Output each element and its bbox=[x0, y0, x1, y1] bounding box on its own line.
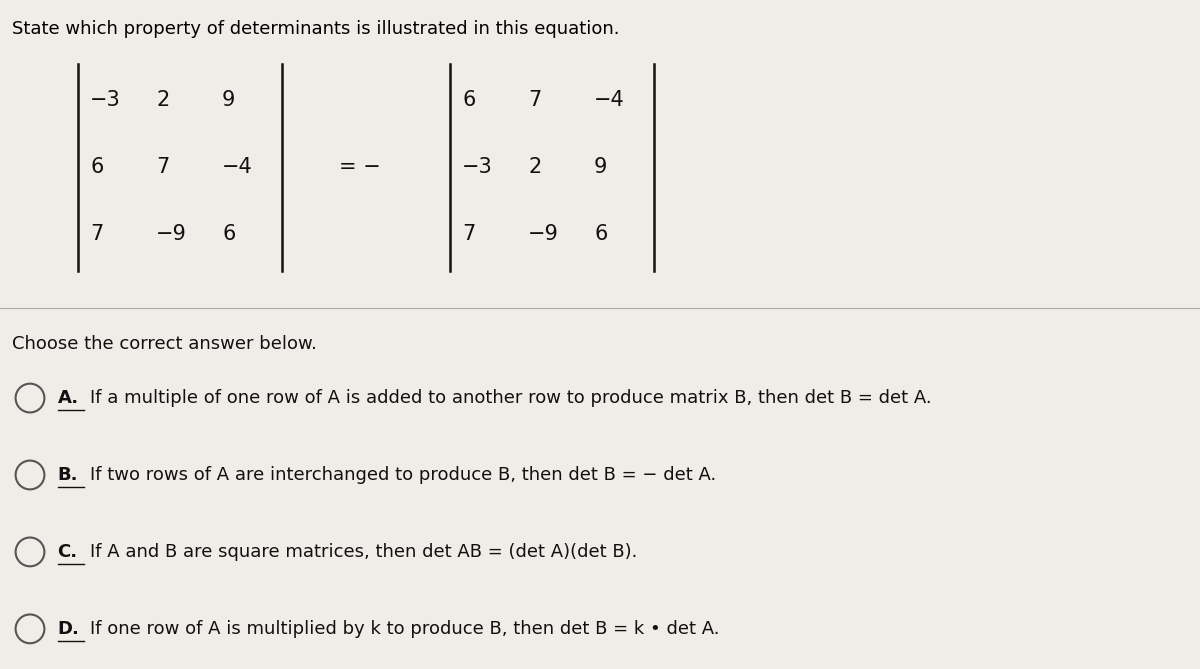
Text: 7: 7 bbox=[156, 157, 169, 177]
Text: 6: 6 bbox=[594, 224, 607, 244]
Text: If A and B are square matrices, then det AB = (det A)(det B).: If A and B are square matrices, then det… bbox=[90, 543, 637, 561]
Text: = −: = − bbox=[340, 157, 380, 177]
Text: C.: C. bbox=[58, 543, 78, 561]
Text: If two rows of A are interchanged to produce B, then det B = − det A.: If two rows of A are interchanged to pro… bbox=[90, 466, 716, 484]
Text: −3: −3 bbox=[462, 157, 493, 177]
Text: −9: −9 bbox=[528, 224, 559, 244]
Text: 6: 6 bbox=[222, 224, 235, 244]
Text: 2: 2 bbox=[528, 157, 541, 177]
Text: −4: −4 bbox=[594, 90, 625, 110]
Text: −9: −9 bbox=[156, 224, 187, 244]
Text: 6: 6 bbox=[90, 157, 103, 177]
Text: 6: 6 bbox=[462, 90, 475, 110]
Text: State which property of determinants is illustrated in this equation.: State which property of determinants is … bbox=[12, 20, 619, 38]
Text: 7: 7 bbox=[462, 224, 475, 244]
Text: −4: −4 bbox=[222, 157, 253, 177]
Text: If a multiple of one row of A is added to another row to produce matrix B, then : If a multiple of one row of A is added t… bbox=[90, 389, 931, 407]
Text: D.: D. bbox=[58, 620, 79, 638]
Text: −3: −3 bbox=[90, 90, 121, 110]
Text: 9: 9 bbox=[594, 157, 607, 177]
Text: If one row of A is multiplied by k to produce B, then det B = k • det A.: If one row of A is multiplied by k to pr… bbox=[90, 620, 720, 638]
Text: B.: B. bbox=[58, 466, 78, 484]
Text: 7: 7 bbox=[528, 90, 541, 110]
Text: 2: 2 bbox=[156, 90, 169, 110]
Text: A.: A. bbox=[58, 389, 79, 407]
Text: 7: 7 bbox=[90, 224, 103, 244]
Text: 9: 9 bbox=[222, 90, 235, 110]
Text: Choose the correct answer below.: Choose the correct answer below. bbox=[12, 334, 317, 353]
